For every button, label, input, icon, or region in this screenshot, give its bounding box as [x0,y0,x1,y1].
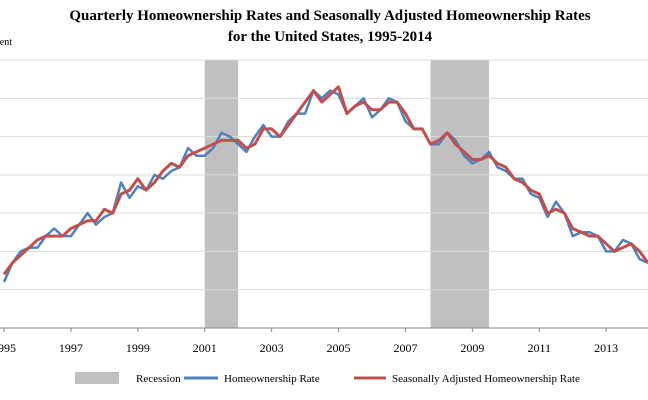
x-tick-label: 2009 [460,341,484,355]
chart-title: Quarterly Homeownership Rates and Season… [69,8,590,24]
recession-band [204,60,239,328]
legend-label: Recession [136,373,181,385]
x-tick-label: 1997 [59,341,83,355]
x-tick-label: 1999 [126,341,150,355]
legend-swatch [75,372,119,384]
chart-subtitle: for the United States, 1995-2014 [228,29,433,45]
series-line [2,85,648,276]
x-tick-label: 1995 [0,341,16,355]
x-tick-label: 2011 [527,341,551,355]
x-tick-label: 2007 [393,341,417,355]
legend-label: Seasonally Adjusted Homeownership Rate [392,373,580,385]
y-axis-label: Percent [0,37,12,48]
x-tick-label: 2013 [594,341,618,355]
x-tick-label: 2003 [260,341,284,355]
series-line [2,89,648,283]
x-tick-label: 2005 [327,341,351,355]
x-tick-label: 2001 [193,341,217,355]
legend-label: Homeownership Rate [224,373,320,385]
recession-band [430,60,490,328]
